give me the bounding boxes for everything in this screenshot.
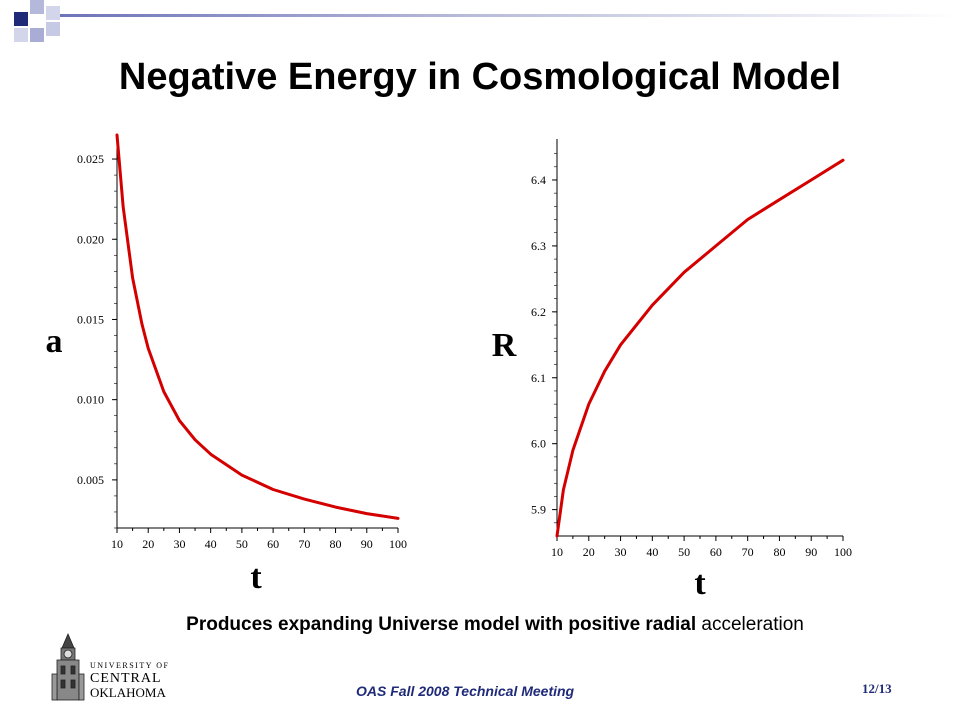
x-tick-label: 40 (646, 545, 658, 559)
y-tick-label: 0.015 (77, 312, 104, 326)
x-axis-label: t (694, 565, 706, 600)
y-tick-label: 6.0 (531, 437, 546, 451)
deco-square (14, 28, 28, 42)
y-tick-label: 6.1 (531, 371, 546, 385)
x-tick-label: 30 (615, 545, 627, 559)
y-tick-label: 6.4 (531, 173, 546, 187)
x-tick-label: 70 (298, 537, 310, 551)
series-line (115, 133, 400, 520)
x-tick-label: 80 (773, 545, 785, 559)
y-tick-label: 0.025 (77, 152, 104, 166)
chart-a-vs-t: 10 20 30 40 50 60 70 80 90 100 0.005 0.010 0.015 0.02… (46, 133, 407, 596)
x-tick-label: 100 (389, 537, 407, 551)
x-tick-label: 100 (834, 545, 852, 559)
slide-title: Negative Energy in Cosmological Model (118, 56, 842, 98)
clock-tower-icon (51, 632, 85, 701)
x-tick-label: 90 (361, 537, 373, 551)
deco-square (30, 28, 44, 42)
deco-square (46, 6, 60, 20)
y-tick-label: 0.020 (77, 232, 104, 246)
x-tick-label: 70 (742, 545, 754, 559)
logo-line1: UNIVERSITY OF (90, 661, 169, 670)
x-tick-label: 10 (551, 545, 563, 559)
caption-normal: acceleration (701, 614, 804, 635)
caption-bold: Produces expanding Universe model with p… (186, 614, 697, 635)
x-tick-label: 90 (805, 545, 817, 559)
page-number: 12/13 (862, 681, 892, 696)
x-tick-label: 30 (173, 537, 185, 551)
deco-square (14, 12, 28, 26)
y-tick-label: 6.2 (531, 305, 546, 319)
x-tick-label: 80 (330, 537, 342, 551)
x-axis-label: t (250, 559, 262, 596)
x-tick-label: 10 (111, 537, 123, 551)
y-tick-label: 6.3 (531, 239, 546, 253)
x-tick-label: 20 (583, 545, 595, 559)
x-tick-label: 60 (710, 545, 722, 559)
university-logo: UNIVERSITY OF CENTRAL OKLAHOMA (51, 632, 169, 701)
header-rule (60, 14, 960, 17)
y-axis-label: R (492, 327, 517, 364)
y-axis-label: a (46, 323, 63, 360)
chart-r-vs-t: 10 20 30 40 50 60 70 80 90 100 5.9 6.0 6.1 6.2 6.3 6.4 R… (492, 139, 852, 600)
deco-square (46, 22, 60, 36)
series-line (555, 158, 845, 538)
y-tick-label: 0.005 (77, 473, 104, 487)
x-tick-label: 50 (236, 537, 248, 551)
x-tick-label: 20 (142, 537, 154, 551)
x-tick-label: 60 (267, 537, 279, 551)
footer-text: OAS Fall 2008 Technical Meeting (356, 683, 575, 699)
slide-caption: Produces expanding Universe model with p… (0, 614, 960, 636)
deco-square (30, 0, 44, 14)
y-tick-label: 0.010 (77, 393, 104, 407)
logo-line2: CENTRAL (90, 671, 162, 686)
decorative-header (14, 0, 960, 42)
x-tick-label: 50 (678, 545, 690, 559)
y-tick-label: 5.9 (531, 503, 546, 517)
x-tick-label: 40 (205, 537, 217, 551)
logo-line3: OKLAHOMA (90, 685, 166, 700)
